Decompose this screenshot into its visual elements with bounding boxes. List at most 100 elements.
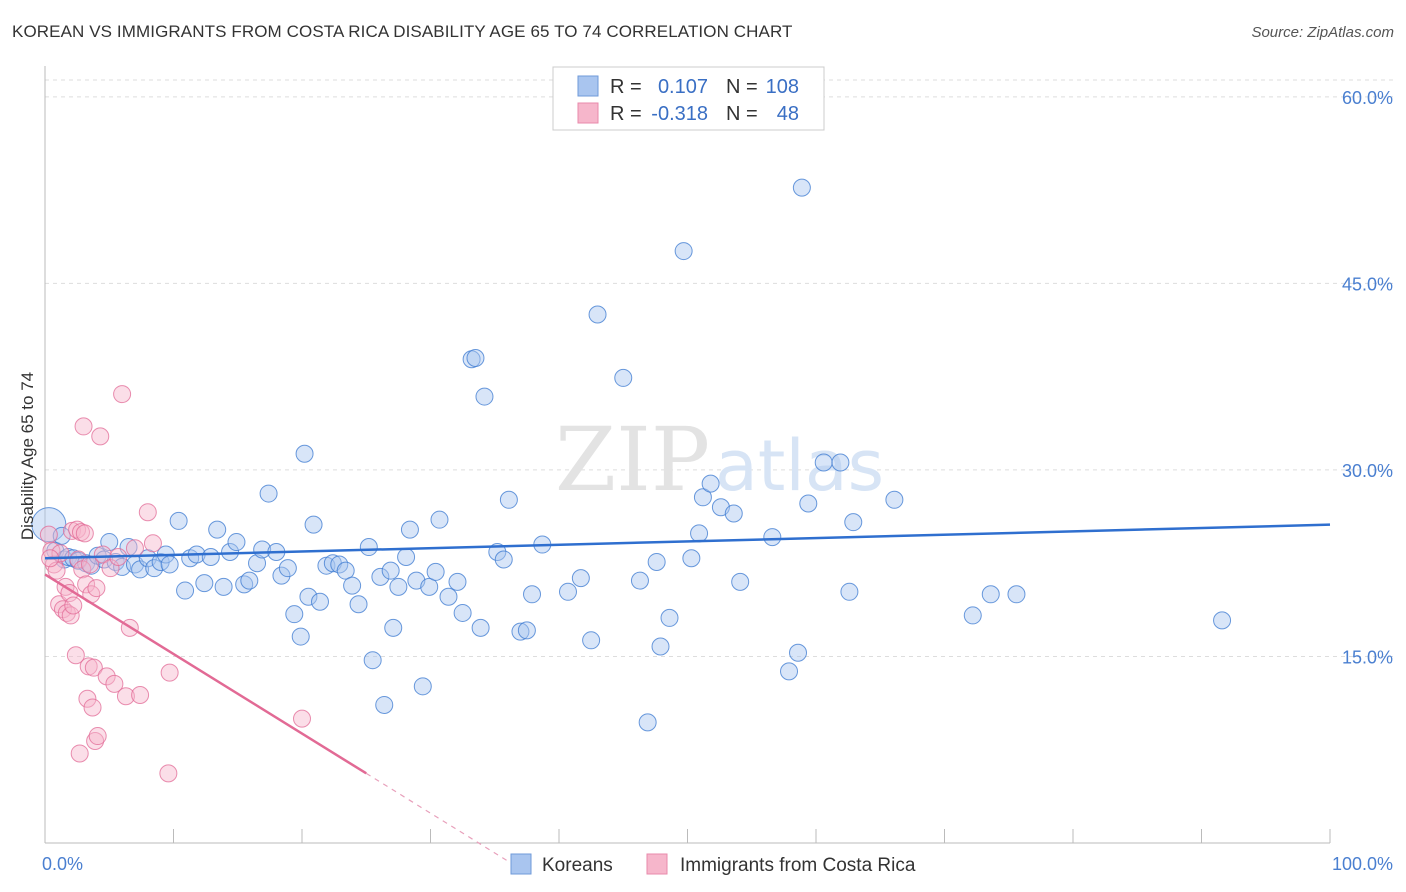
korean-point-88 bbox=[651, 637, 670, 656]
legend-n-value-0: 108 bbox=[766, 76, 799, 98]
korean-point-52 bbox=[359, 538, 378, 557]
korean-point-97 bbox=[731, 572, 750, 591]
costa-rica-point-41 bbox=[131, 686, 150, 705]
korean-point-109 bbox=[981, 585, 1000, 604]
costa-rica-point-40 bbox=[125, 539, 144, 558]
costa-rica-point-44 bbox=[159, 764, 178, 783]
korean-point-36 bbox=[259, 484, 278, 503]
costa-rica-trend-line bbox=[44, 573, 367, 775]
korean-point-81 bbox=[571, 569, 590, 588]
korean-point-103 bbox=[814, 453, 833, 472]
korean-point-72 bbox=[475, 387, 494, 406]
costa-rica-point-32 bbox=[93, 545, 112, 564]
korean-point-90 bbox=[674, 242, 693, 261]
korean-trend-line bbox=[44, 523, 1331, 560]
korean-point-50 bbox=[343, 576, 362, 595]
costa-rica-point-31 bbox=[91, 427, 110, 446]
costa-rica-point-45 bbox=[160, 663, 179, 682]
costa-rica-point-46 bbox=[293, 709, 311, 728]
korean-point-51 bbox=[349, 595, 368, 614]
korean-point-110 bbox=[1007, 585, 1026, 604]
korean-point-26 bbox=[195, 574, 214, 593]
legend-n-value-1: 48 bbox=[777, 103, 799, 125]
x-tick-label-0: 0.0% bbox=[42, 854, 83, 874]
korean-point-34 bbox=[248, 554, 267, 573]
korean-point-27 bbox=[201, 547, 220, 566]
costa-rica-point-22 bbox=[78, 689, 97, 708]
korean-point-2 bbox=[52, 526, 71, 545]
korean-point-44 bbox=[304, 515, 323, 534]
korean-point-100 bbox=[789, 643, 808, 662]
korean-point-64 bbox=[426, 562, 445, 581]
korean-point-54 bbox=[371, 567, 390, 586]
korean-point-70 bbox=[466, 349, 485, 368]
korean-point-56 bbox=[381, 561, 400, 580]
korean-point-53 bbox=[363, 651, 382, 670]
costa-rica-point-19 bbox=[74, 417, 93, 436]
korean-point-33 bbox=[240, 571, 259, 590]
korean-point-59 bbox=[397, 547, 416, 566]
korean-point-102 bbox=[799, 494, 818, 513]
korean-point-101 bbox=[792, 178, 811, 197]
korean-point-98 bbox=[763, 528, 782, 547]
korean-point-85 bbox=[630, 571, 649, 590]
korean-point-28 bbox=[208, 520, 227, 539]
bottom-legend: Koreans Immigrants from Costa Rica bbox=[510, 853, 916, 876]
y-axis-label: Disability Age 65 to 74 bbox=[18, 372, 37, 540]
korean-point-82 bbox=[582, 631, 601, 650]
costa-rica-point-12 bbox=[64, 596, 83, 615]
chart-title: KOREAN VS IMMIGRANTS FROM COSTA RICA DIS… bbox=[12, 22, 793, 41]
costa-rica-point-29 bbox=[87, 579, 106, 598]
costa-rica-point-42 bbox=[138, 503, 157, 522]
korean-point-67 bbox=[448, 572, 467, 591]
korean-point-68 bbox=[453, 603, 472, 622]
stats-legend: R = 0.107 N = 108 R = -0.318 N = 48 bbox=[552, 66, 825, 131]
korean-point-21 bbox=[160, 555, 179, 574]
korean-point-41 bbox=[291, 627, 310, 646]
korean-point-93 bbox=[693, 488, 712, 507]
legend-n-label-1: N = bbox=[726, 103, 758, 125]
korean-point-55 bbox=[375, 695, 394, 714]
y-tick-label-3: 60.0% bbox=[1342, 88, 1393, 108]
korean-point-108 bbox=[963, 606, 982, 625]
korean-point-29 bbox=[214, 577, 233, 596]
y-tick-label-2: 45.0% bbox=[1342, 274, 1393, 294]
source-label: Source: ZipAtlas.com bbox=[1251, 24, 1394, 41]
legend-swatch-koreans bbox=[577, 75, 599, 97]
costa-rica-point-21 bbox=[77, 575, 96, 594]
korean-point-74 bbox=[494, 550, 513, 569]
costa-rica-point-20 bbox=[75, 524, 94, 543]
korean-point-89 bbox=[660, 608, 679, 627]
legend-swatch-costa-rica bbox=[577, 102, 599, 124]
y-tick-label-0: 15.0% bbox=[1342, 647, 1393, 667]
korean-point-65 bbox=[430, 510, 449, 529]
korean-point-76 bbox=[511, 622, 530, 641]
korean-point-83 bbox=[588, 305, 607, 324]
bottom-legend-costa-rica: Immigrants from Costa Rica bbox=[680, 855, 916, 876]
korean-point-63 bbox=[420, 577, 439, 596]
korean-point-94 bbox=[701, 474, 720, 493]
costa-rica-point-27 bbox=[84, 658, 103, 677]
legend-r-value-0: 0.107 bbox=[658, 76, 708, 98]
costa-rica-trend-extension bbox=[365, 772, 528, 874]
korean-point-92 bbox=[690, 524, 709, 543]
korean-point-111 bbox=[1213, 611, 1232, 630]
korean-point-49 bbox=[336, 561, 355, 580]
costa-rica-point-16 bbox=[70, 744, 89, 763]
korean-point-99 bbox=[780, 662, 799, 681]
costa-rica-point-26 bbox=[83, 698, 102, 717]
bottom-legend-koreans: Koreans bbox=[542, 855, 613, 876]
watermark-atlas: atlas bbox=[715, 425, 884, 507]
korean-point-96 bbox=[724, 504, 743, 523]
bottom-legend-swatch-costa-rica bbox=[646, 853, 668, 875]
watermark: ZIP atlas bbox=[555, 408, 884, 511]
legend-r-label-0: R = bbox=[610, 76, 642, 98]
korean-point-66 bbox=[439, 587, 458, 606]
points-layer bbox=[31, 178, 1232, 783]
costa-rica-point-37 bbox=[113, 385, 132, 404]
korean-point-91 bbox=[682, 549, 701, 568]
korean-point-75 bbox=[499, 490, 518, 509]
korean-point-87 bbox=[647, 552, 666, 571]
legend-r-label-1: R = bbox=[610, 103, 642, 125]
